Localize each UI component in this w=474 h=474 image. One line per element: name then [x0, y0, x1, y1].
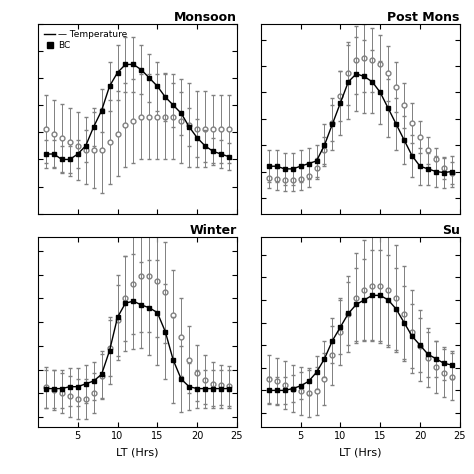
- X-axis label: LT (Hrs): LT (Hrs): [339, 447, 382, 457]
- Legend: — Temperature, BC: — Temperature, BC: [43, 28, 129, 52]
- X-axis label: LT (Hrs): LT (Hrs): [116, 447, 159, 457]
- Text: Winter: Winter: [190, 224, 237, 237]
- Text: Monsoon: Monsoon: [174, 11, 237, 24]
- Text: Post Mons: Post Mons: [387, 11, 460, 24]
- Text: Su: Su: [442, 224, 460, 237]
